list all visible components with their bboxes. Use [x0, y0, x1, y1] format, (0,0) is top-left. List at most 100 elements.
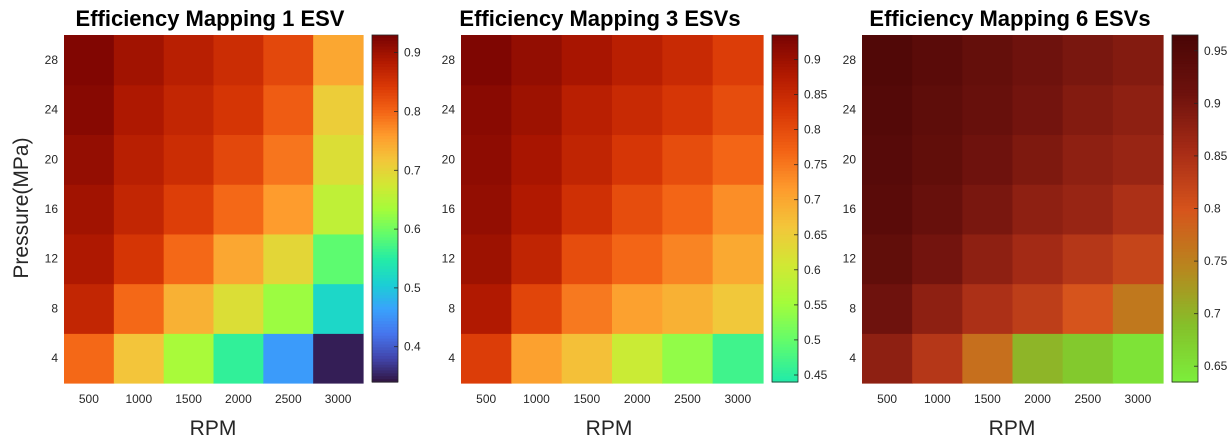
colorbar-tick-label: 0.6: [404, 222, 421, 236]
heatmap-cell: [163, 233, 215, 285]
colorbar-segment: [772, 35, 798, 39]
colorbar-segment: [372, 133, 398, 137]
colorbar-segment: [1172, 141, 1198, 146]
colorbar-segment: [372, 92, 398, 97]
colorbar-tick-label: 0.7: [804, 193, 821, 207]
colorbar-segment: [1172, 118, 1198, 123]
heatmap-cell: [962, 333, 1014, 384]
colorbar-segment: [772, 211, 798, 215]
heatmap-cell: [64, 333, 115, 384]
heatmap-cell: [612, 283, 663, 334]
x-tick-label: 1500: [974, 392, 1001, 406]
colorbar-segment: [1172, 327, 1198, 331]
colorbar-tick-label: 0.5: [404, 281, 421, 295]
colorbar-segment: [772, 220, 798, 224]
x-tick-label: 1000: [924, 392, 951, 406]
colorbar-segment: [1172, 144, 1198, 149]
colorbar-segment: [1172, 332, 1198, 337]
heatmap-cell: [263, 84, 314, 136]
heatmap-cell: [712, 134, 764, 185]
colorbar-segment: [372, 373, 398, 377]
heatmap-cell: [1062, 233, 1114, 285]
heatmap-cell: [213, 233, 264, 285]
heatmap-cell: [113, 134, 165, 185]
colorbar-segment: [372, 118, 398, 123]
heatmap-cell: [163, 84, 215, 136]
heatmap-cell: [912, 184, 963, 235]
colorbar-segment: [772, 69, 798, 74]
x-tick-label: 1500: [573, 392, 600, 406]
colorbar-segment: [372, 139, 398, 143]
colorbar-segment: [372, 63, 398, 68]
heatmap-cell: [461, 35, 512, 86]
colorbar-segment: [1172, 321, 1198, 325]
colorbar-segment: [372, 104, 398, 108]
colorbar-segment: [372, 292, 398, 296]
heatmap-cell: [461, 134, 512, 185]
heatmap-cell: [912, 333, 963, 384]
colorbar-segment: [1172, 124, 1198, 129]
colorbar-segment: [372, 353, 398, 357]
colorbar-segment: [372, 301, 398, 305]
heatmap-cell: [1062, 84, 1114, 136]
colorbar-segment: [772, 315, 798, 319]
colorbar-tick-label: 0.95: [1204, 44, 1228, 58]
colorbar-segment: [372, 344, 398, 348]
x-tick-label: 3000: [325, 392, 352, 406]
colorbar-segment: [372, 202, 398, 207]
colorbar-segment: [772, 350, 798, 354]
chart-title: Efficiency Mapping 1 ESV: [76, 6, 345, 31]
heatmap-cell: [962, 84, 1014, 136]
colorbar-segment: [1172, 329, 1198, 334]
heatmap-cell: [113, 233, 165, 285]
heatmap-cell: [712, 333, 764, 384]
heatmap-cell: [313, 283, 364, 334]
colorbar-segment: [1172, 196, 1198, 201]
colorbar-segment: [372, 243, 398, 247]
colorbar-segment: [372, 49, 398, 53]
colorbar-segment: [1172, 69, 1198, 74]
colorbar-segment: [372, 89, 398, 94]
heatmap-cell: [1012, 233, 1064, 285]
x-axis-label: RPM: [586, 417, 633, 440]
colorbar-tick-label: 0.5: [804, 333, 821, 347]
colorbar-segment: [772, 115, 798, 120]
heatmap-cell: [64, 134, 115, 185]
heatmap-cell: [263, 184, 314, 235]
colorbar-segment: [372, 234, 398, 239]
heatmap-cell: [163, 35, 215, 86]
colorbar-segment: [1172, 246, 1198, 250]
colorbar-segment: [372, 130, 398, 134]
colorbar-segment: [372, 225, 398, 230]
colorbar-tick-label: 0.8: [804, 123, 821, 137]
colorbar-segment: [372, 46, 398, 51]
colorbar-segment: [372, 379, 398, 383]
colorbar-segment: [1172, 110, 1198, 114]
colorbar-segment: [772, 127, 798, 132]
heatmap-cell: [1112, 84, 1164, 136]
colorbar-segment: [372, 170, 398, 175]
colorbar-tick-label: 0.9: [404, 46, 421, 60]
colorbar-segment: [772, 358, 798, 363]
colorbar-segment: [372, 303, 398, 308]
colorbar-segment: [772, 309, 798, 314]
colorbar-segment: [372, 277, 398, 282]
colorbar-segment: [1172, 295, 1198, 299]
heatmap-cell: [163, 333, 215, 384]
colorbar-segment: [772, 364, 798, 369]
colorbar-segment: [372, 84, 398, 88]
heatmap-cell: [461, 333, 512, 384]
y-tick-label: 4: [849, 351, 856, 365]
colorbar: 0.65 0.7 0.75 0.8 0.85 0.9 0.95: [1171, 34, 1228, 383]
colorbar-segment: [772, 312, 798, 317]
colorbar-segment: [772, 95, 798, 100]
heatmap-cells: [461, 35, 764, 384]
heatmap-cell: [313, 35, 364, 86]
heatmap-cell: [662, 35, 714, 86]
colorbar-segment: [372, 324, 398, 328]
colorbar-segment: [1172, 185, 1198, 189]
colorbar-segment: [1172, 156, 1198, 160]
colorbar-segment: [772, 159, 798, 163]
colorbar-segment: [1172, 153, 1198, 158]
